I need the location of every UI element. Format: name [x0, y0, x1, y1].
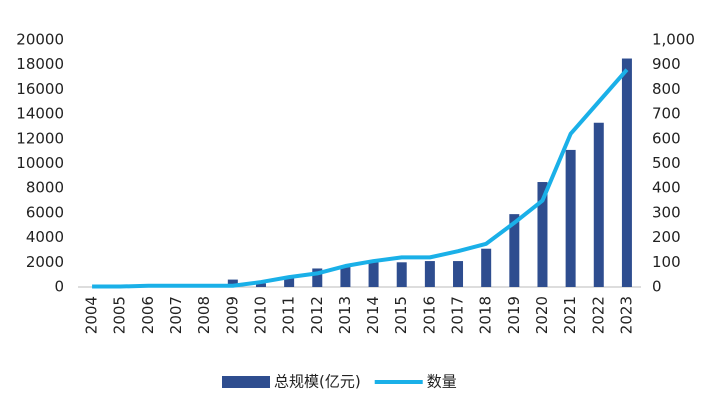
bar	[481, 248, 492, 287]
y-tick-label: 8000	[26, 179, 64, 197]
y-tick-label: 4000	[26, 228, 64, 246]
bar	[227, 279, 238, 287]
y2-tick-label: 700	[652, 105, 681, 123]
y-tick-label: 10000	[16, 154, 64, 172]
y2-tick-label: 100	[652, 253, 681, 271]
y2-tick-label: 0	[652, 278, 662, 296]
line	[92, 68, 629, 289]
bar	[255, 283, 266, 287]
y-tick-label: 2000	[26, 253, 64, 271]
bar	[396, 262, 407, 287]
bar	[621, 58, 632, 288]
bar	[340, 266, 351, 287]
x-tick-label: 2018	[477, 296, 495, 334]
x-tick-label: 2008	[195, 296, 213, 334]
y2-tick-label: 800	[652, 80, 681, 98]
bar	[368, 262, 379, 287]
y-tick-label: 6000	[26, 203, 64, 221]
x-tick-label: 2012	[308, 296, 326, 334]
bar	[312, 268, 323, 287]
y-tick-label: 20000	[16, 31, 64, 49]
x-tick-label: 2017	[449, 296, 467, 334]
legend-label: 总规模(亿元)	[274, 373, 361, 391]
x-tick-label: 2021	[561, 296, 579, 334]
y2-tick-label: 1,000	[652, 31, 695, 49]
bar	[593, 122, 604, 288]
x-tick-label: 2016	[420, 296, 438, 334]
y-tick-label: 18000	[16, 55, 64, 73]
y2-tick-label: 400	[652, 179, 681, 197]
bar	[453, 261, 464, 287]
y2-tick-label: 500	[652, 154, 681, 172]
legend-swatch	[222, 376, 270, 388]
x-tick-label: 2004	[83, 296, 101, 334]
x-tick-label: 2014	[364, 296, 382, 334]
x-tick-label: 2015	[392, 296, 410, 334]
y-tick-label: 0	[54, 278, 64, 296]
y-tick-label: 14000	[16, 105, 64, 123]
x-tick-label: 2010	[251, 296, 269, 334]
x-tick-label: 2006	[139, 296, 157, 334]
bar	[509, 214, 520, 287]
bar	[284, 277, 295, 287]
y2-tick-label: 200	[652, 228, 681, 246]
y2-tick-label: 900	[652, 55, 681, 73]
bar	[565, 149, 576, 287]
y2-tick-label: 300	[652, 203, 681, 221]
x-tick-label: 2022	[589, 296, 607, 334]
x-tick-label: 2011	[280, 296, 298, 334]
x-tick-label: 2019	[505, 296, 523, 334]
x-tick-label: 2005	[111, 296, 129, 334]
y-tick-label: 16000	[16, 80, 64, 98]
x-tick-label: 2023	[617, 296, 635, 334]
y-tick-label: 12000	[16, 129, 64, 147]
x-tick-label: 2020	[533, 296, 551, 334]
x-tick-label: 2009	[223, 296, 241, 334]
x-tick-label: 2007	[167, 296, 185, 334]
bar	[424, 261, 435, 287]
legend-label: 数量	[427, 373, 457, 391]
y2-tick-label: 600	[652, 129, 681, 147]
x-tick-label: 2013	[336, 296, 354, 334]
bar	[537, 182, 548, 287]
